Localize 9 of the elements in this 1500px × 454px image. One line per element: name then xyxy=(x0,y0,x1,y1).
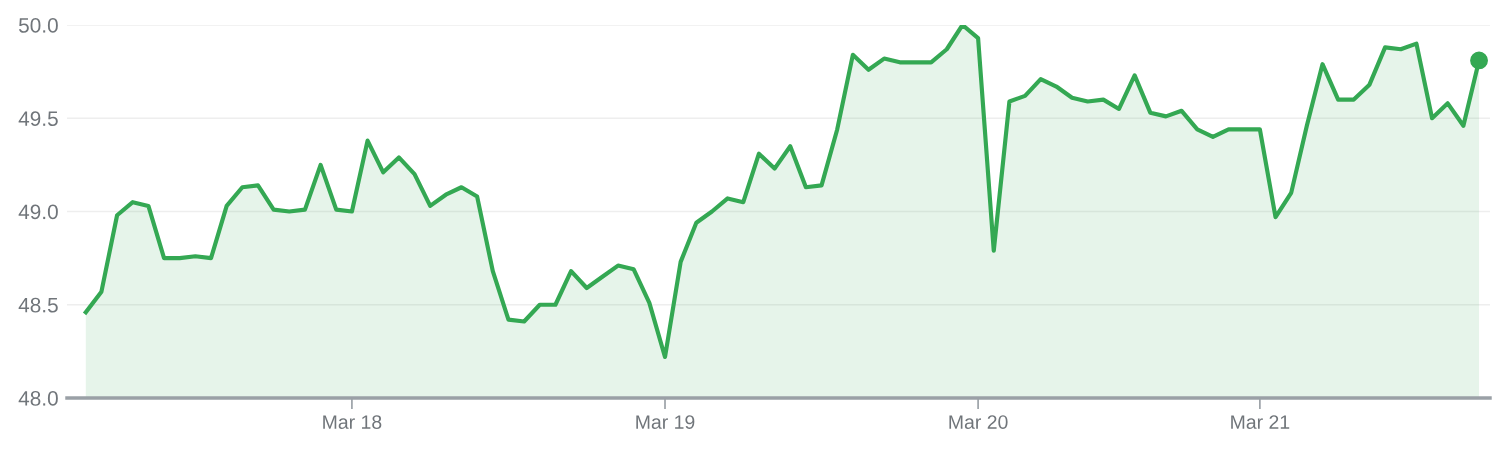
y-tick-label: 49.5 xyxy=(18,111,58,126)
x-tick-label: Mar 18 xyxy=(323,415,382,429)
x-tick-label: Mar 20 xyxy=(949,415,1008,429)
x-tick-label: Mar 21 xyxy=(1231,415,1290,429)
x-tick-label: Mar 19 xyxy=(636,415,695,429)
y-tick-label: 48.5 xyxy=(18,297,58,313)
y-tick-label: 49.0 xyxy=(18,204,58,220)
y-tick-label: 48.0 xyxy=(18,391,58,406)
y-tick-label: 50.0 xyxy=(18,18,58,33)
